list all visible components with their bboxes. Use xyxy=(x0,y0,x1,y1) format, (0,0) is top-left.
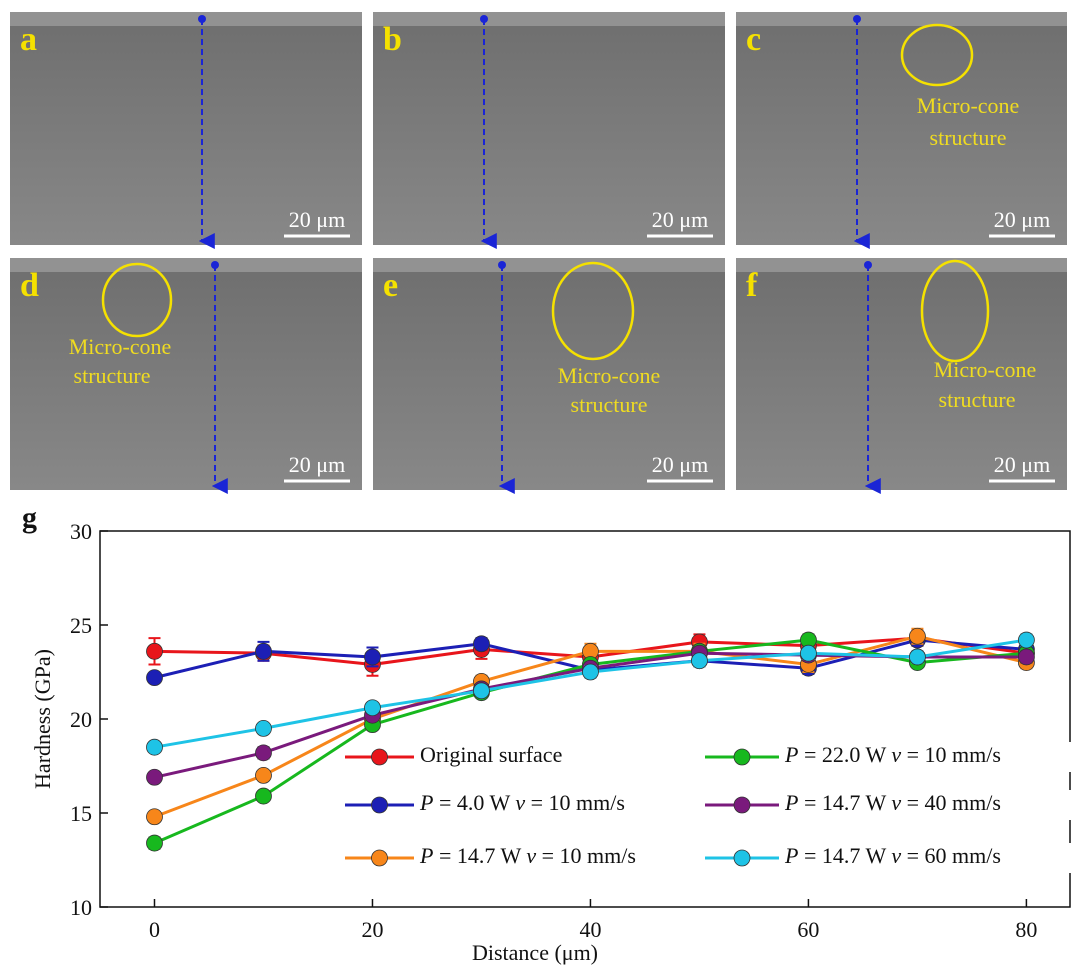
annotation: Micro-cone xyxy=(917,93,1020,118)
data-point xyxy=(146,809,162,825)
panel-label: f xyxy=(746,267,758,304)
legend-label: Original surface xyxy=(420,742,562,767)
y-axis-label: Hardness (GPa) xyxy=(30,649,55,789)
annotation: Micro-cone xyxy=(934,357,1037,382)
legend-marker xyxy=(734,797,750,813)
x-tick-label: 80 xyxy=(1015,917,1037,942)
sem-edge xyxy=(10,12,362,26)
legend-marker xyxy=(372,850,388,866)
arrow-start xyxy=(211,261,219,269)
arrow-start xyxy=(498,261,506,269)
data-point xyxy=(364,700,380,716)
scale-bar-label: 20 μm xyxy=(289,207,345,232)
legend-label: P = 14.7 W v = 10 mm/s xyxy=(419,843,636,868)
y-tick-label: 10 xyxy=(70,895,92,920)
sem-edge xyxy=(736,258,1067,272)
data-point xyxy=(146,835,162,851)
sem-panels: a 20 μm b 20 μm c 20 μm Micro-cone structure d 20… xyxy=(10,12,1067,490)
data-point xyxy=(909,628,925,644)
sem-edge xyxy=(736,12,1067,26)
y-tick-label: 30 xyxy=(70,519,92,544)
annotation: Micro-cone xyxy=(558,363,661,388)
arrow-start xyxy=(480,15,488,23)
data-point xyxy=(146,670,162,686)
y-tick-label: 20 xyxy=(70,707,92,732)
legend-marker xyxy=(734,749,750,765)
y-tick-label: 15 xyxy=(70,801,92,826)
annotation: Micro-cone xyxy=(69,334,172,359)
x-tick-label: 0 xyxy=(149,917,160,942)
panel-label: a xyxy=(20,21,37,58)
data-point xyxy=(582,664,598,680)
data-point xyxy=(146,739,162,755)
x-tick-label: 20 xyxy=(361,917,383,942)
annotation: structure xyxy=(74,363,151,388)
legend-marker xyxy=(734,850,750,866)
data-point xyxy=(146,769,162,785)
legend-marker xyxy=(372,797,388,813)
y-tick-label: 25 xyxy=(70,613,92,638)
panel-label: b xyxy=(383,21,402,58)
data-point xyxy=(1018,632,1034,648)
x-tick-label: 40 xyxy=(579,917,601,942)
panel-label: d xyxy=(20,267,39,304)
legend-label: P = 14.7 W v = 40 mm/s xyxy=(784,790,1001,815)
panel-label: c xyxy=(746,21,761,58)
data-point xyxy=(146,643,162,659)
scale-bar-label: 20 μm xyxy=(652,207,708,232)
annotation: structure xyxy=(939,387,1016,412)
data-point xyxy=(255,745,271,761)
scale-bar-label: 20 μm xyxy=(994,452,1050,477)
x-axis-label: Distance (μm) xyxy=(472,940,598,965)
data-point xyxy=(473,683,489,699)
data-point xyxy=(800,645,816,661)
legend-label: P = 4.0 W v = 10 mm/s xyxy=(419,790,625,815)
annotation: structure xyxy=(930,125,1007,150)
panel-label: g xyxy=(22,501,37,534)
data-point xyxy=(255,720,271,736)
data-point xyxy=(255,767,271,783)
figure: a 20 μm b 20 μm c 20 μm Micro-cone structure d 20… xyxy=(0,0,1075,966)
scale-bar-label: 20 μm xyxy=(289,452,345,477)
scale-bar-label: 20 μm xyxy=(652,452,708,477)
data-point xyxy=(1018,649,1034,665)
scale-bar-label: 20 μm xyxy=(994,207,1050,232)
arrow-start xyxy=(198,15,206,23)
chart-g: g 10 15 20 25 30 0 20 40 60 80 Distance (μm) Hardnes… xyxy=(22,501,1075,965)
annotation: structure xyxy=(571,392,648,417)
legend-marker xyxy=(372,749,388,765)
arrow-start xyxy=(853,15,861,23)
data-point xyxy=(691,653,707,669)
sem-edge xyxy=(373,12,725,26)
data-point xyxy=(473,636,489,652)
data-point xyxy=(255,643,271,659)
legend-label: P = 14.7 W v = 60 mm/s xyxy=(784,843,1001,868)
sem-edge xyxy=(373,258,725,272)
panel-label: e xyxy=(383,267,398,304)
sem-edge xyxy=(10,258,362,272)
x-tick-label: 60 xyxy=(797,917,819,942)
data-point xyxy=(909,649,925,665)
legend-label: P = 22.0 W v = 10 mm/s xyxy=(784,742,1001,767)
arrow-start xyxy=(864,261,872,269)
data-point xyxy=(255,788,271,804)
data-point xyxy=(364,649,380,665)
